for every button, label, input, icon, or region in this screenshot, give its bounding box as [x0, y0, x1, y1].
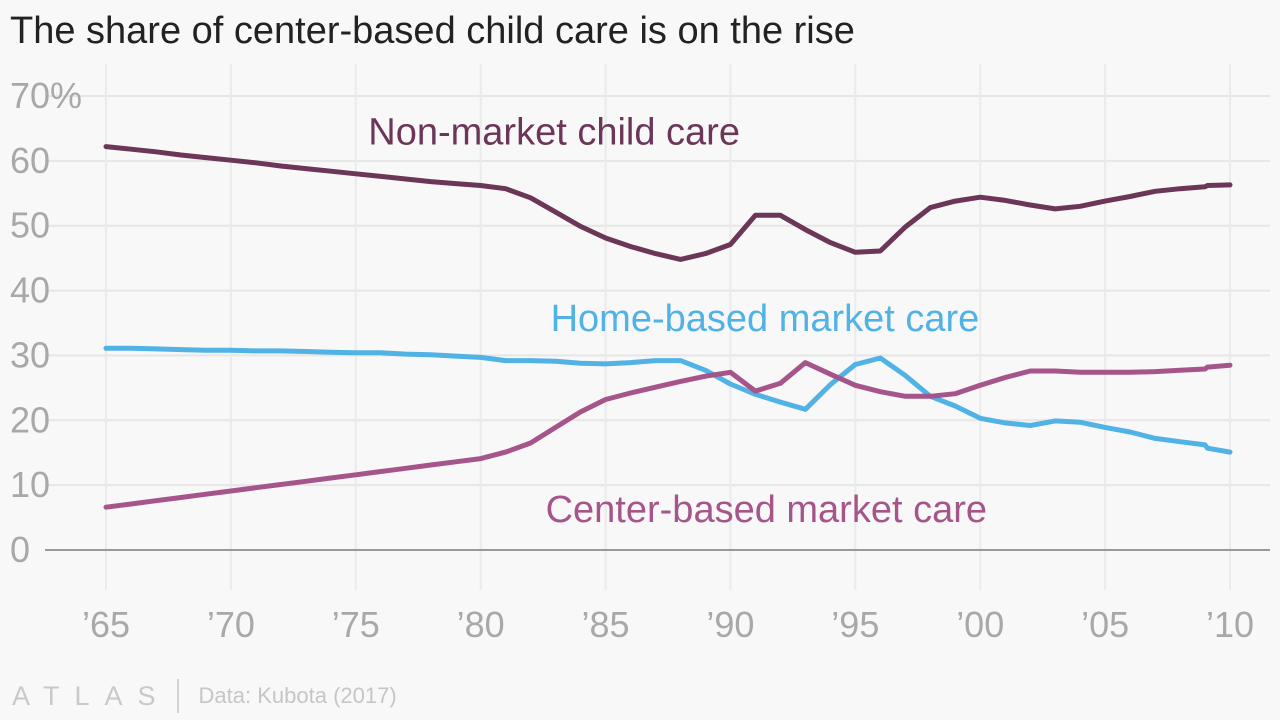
- x-tick-label: ’85: [582, 604, 630, 645]
- series-labels: Non-market child care Home-based market c…: [368, 112, 987, 531]
- y-tick-label: 30: [10, 334, 50, 375]
- series-label: Non-market child care: [368, 112, 740, 154]
- series-line-3: [103, 360, 1233, 510]
- x-tick-label: ’05: [1081, 604, 1129, 645]
- y-tick-label: 10: [10, 464, 50, 505]
- grid-lines: [45, 64, 1270, 590]
- series-line-2: [103, 345, 1233, 455]
- series-label: Home-based market care: [551, 298, 980, 340]
- series-lines: [103, 144, 1233, 510]
- y-tick-label: 20: [10, 399, 50, 440]
- chart-title: The share of center-based child care is …: [10, 10, 855, 52]
- axes: 0 10 20 30 40 50 60 70% ’65 ’70 ’75 ’80 ’85 ’90 ’95 ’00…: [10, 75, 1270, 645]
- x-tick-label: ’80: [457, 604, 505, 645]
- x-tick-label: ’90: [706, 604, 754, 645]
- y-tick-label: 50: [10, 205, 50, 246]
- y-tick-label: 70%: [10, 75, 82, 116]
- x-tick-label: ’65: [82, 604, 130, 645]
- line-chart: 0 10 20 30 40 50 60 70% ’65 ’70 ’75 ’80 ’85 ’90 ’95 ’00…: [10, 64, 1270, 645]
- x-tick-label: ’70: [207, 604, 255, 645]
- x-tick-label: ’75: [332, 604, 380, 645]
- source-note: Data: Kubota (2017): [198, 683, 397, 708]
- series-label: Center-based market care: [546, 489, 987, 531]
- y-tick-label: 0: [10, 529, 30, 570]
- footer: ATLAS Data: Kubota (2017): [12, 678, 397, 714]
- atlas-logo[interactable]: ATLAS: [12, 680, 171, 711]
- x-tick-label: ’95: [831, 604, 879, 645]
- x-tick-label: ’00: [956, 604, 1004, 645]
- x-tick-label: ’10: [1206, 604, 1254, 645]
- y-tick-label: 40: [10, 270, 50, 311]
- footer-divider: [176, 679, 179, 713]
- series-line-1: [103, 144, 1233, 262]
- y-tick-label: 60: [10, 140, 50, 181]
